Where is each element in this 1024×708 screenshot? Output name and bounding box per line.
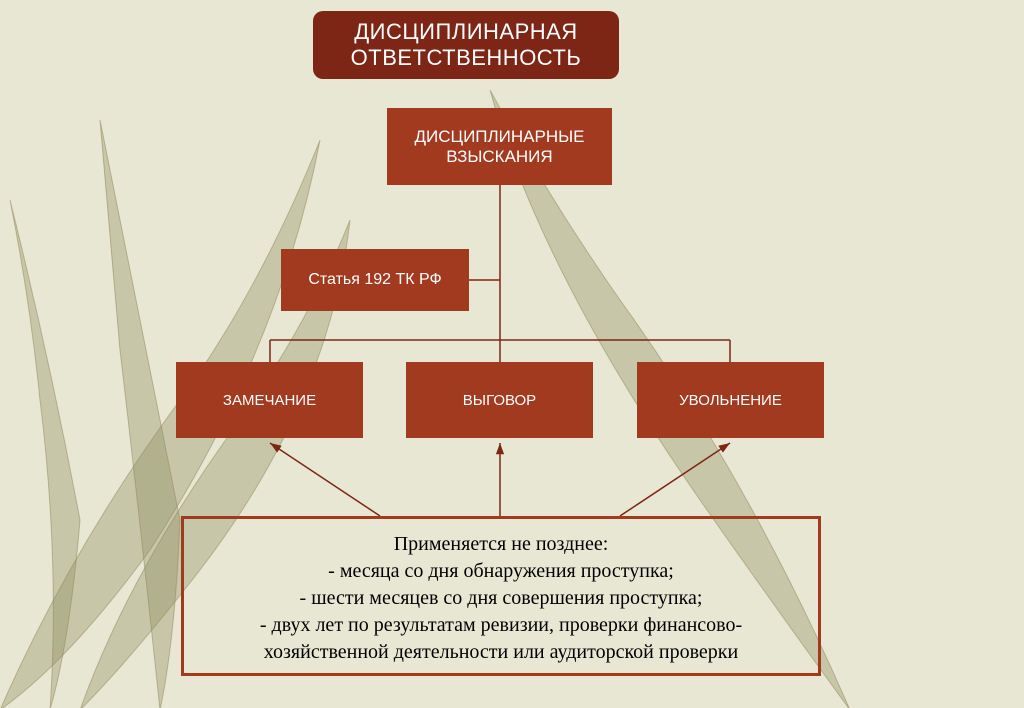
title-node: ДИСЦИПЛИНАРНАЯ ОТВЕТСТВЕННОСТЬ: [313, 11, 619, 79]
textbox-line-2: - шести месяцев со дня совершения просту…: [300, 587, 703, 609]
root-node: ДИСЦИПЛИНАРНЫЕ ВЗЫСКАНИЯ: [387, 108, 612, 185]
leaf-node-remark: ЗАМЕЧАНИЕ: [176, 362, 363, 438]
article-node: Статья 192 ТК РФ: [281, 249, 469, 311]
textbox-line-3: - двух лет по результатам ревизии, прове…: [260, 614, 742, 636]
root-line-2: ВЗЫСКАНИЯ: [446, 147, 552, 166]
title-line-2: ОТВЕТСТВЕННОСТЬ: [351, 45, 582, 70]
article-text: Статья 192 ТК РФ: [308, 271, 441, 289]
leaf3-text: УВОЛЬНЕНИЕ: [679, 392, 782, 409]
title-line-1: ДИСЦИПЛИНАРНАЯ: [354, 19, 577, 44]
application-terms-box: Применяется не позднее: - месяца со дня …: [181, 516, 821, 676]
leaf-node-dismissal: УВОЛЬНЕНИЕ: [637, 362, 824, 438]
leaf1-text: ЗАМЕЧАНИЕ: [223, 392, 316, 409]
textbox-line-0: Применяется не позднее:: [394, 533, 609, 555]
textbox-line-1: - месяца со дня обнаружения проступка;: [328, 560, 674, 582]
leaf-node-reprimand: ВЫГОВОР: [406, 362, 593, 438]
leaf2-text: ВЫГОВОР: [463, 392, 536, 409]
textbox-line-4: хозяйственной деятельности или аудиторск…: [264, 641, 738, 663]
root-line-1: ДИСЦИПЛИНАРНЫЕ: [414, 127, 584, 146]
